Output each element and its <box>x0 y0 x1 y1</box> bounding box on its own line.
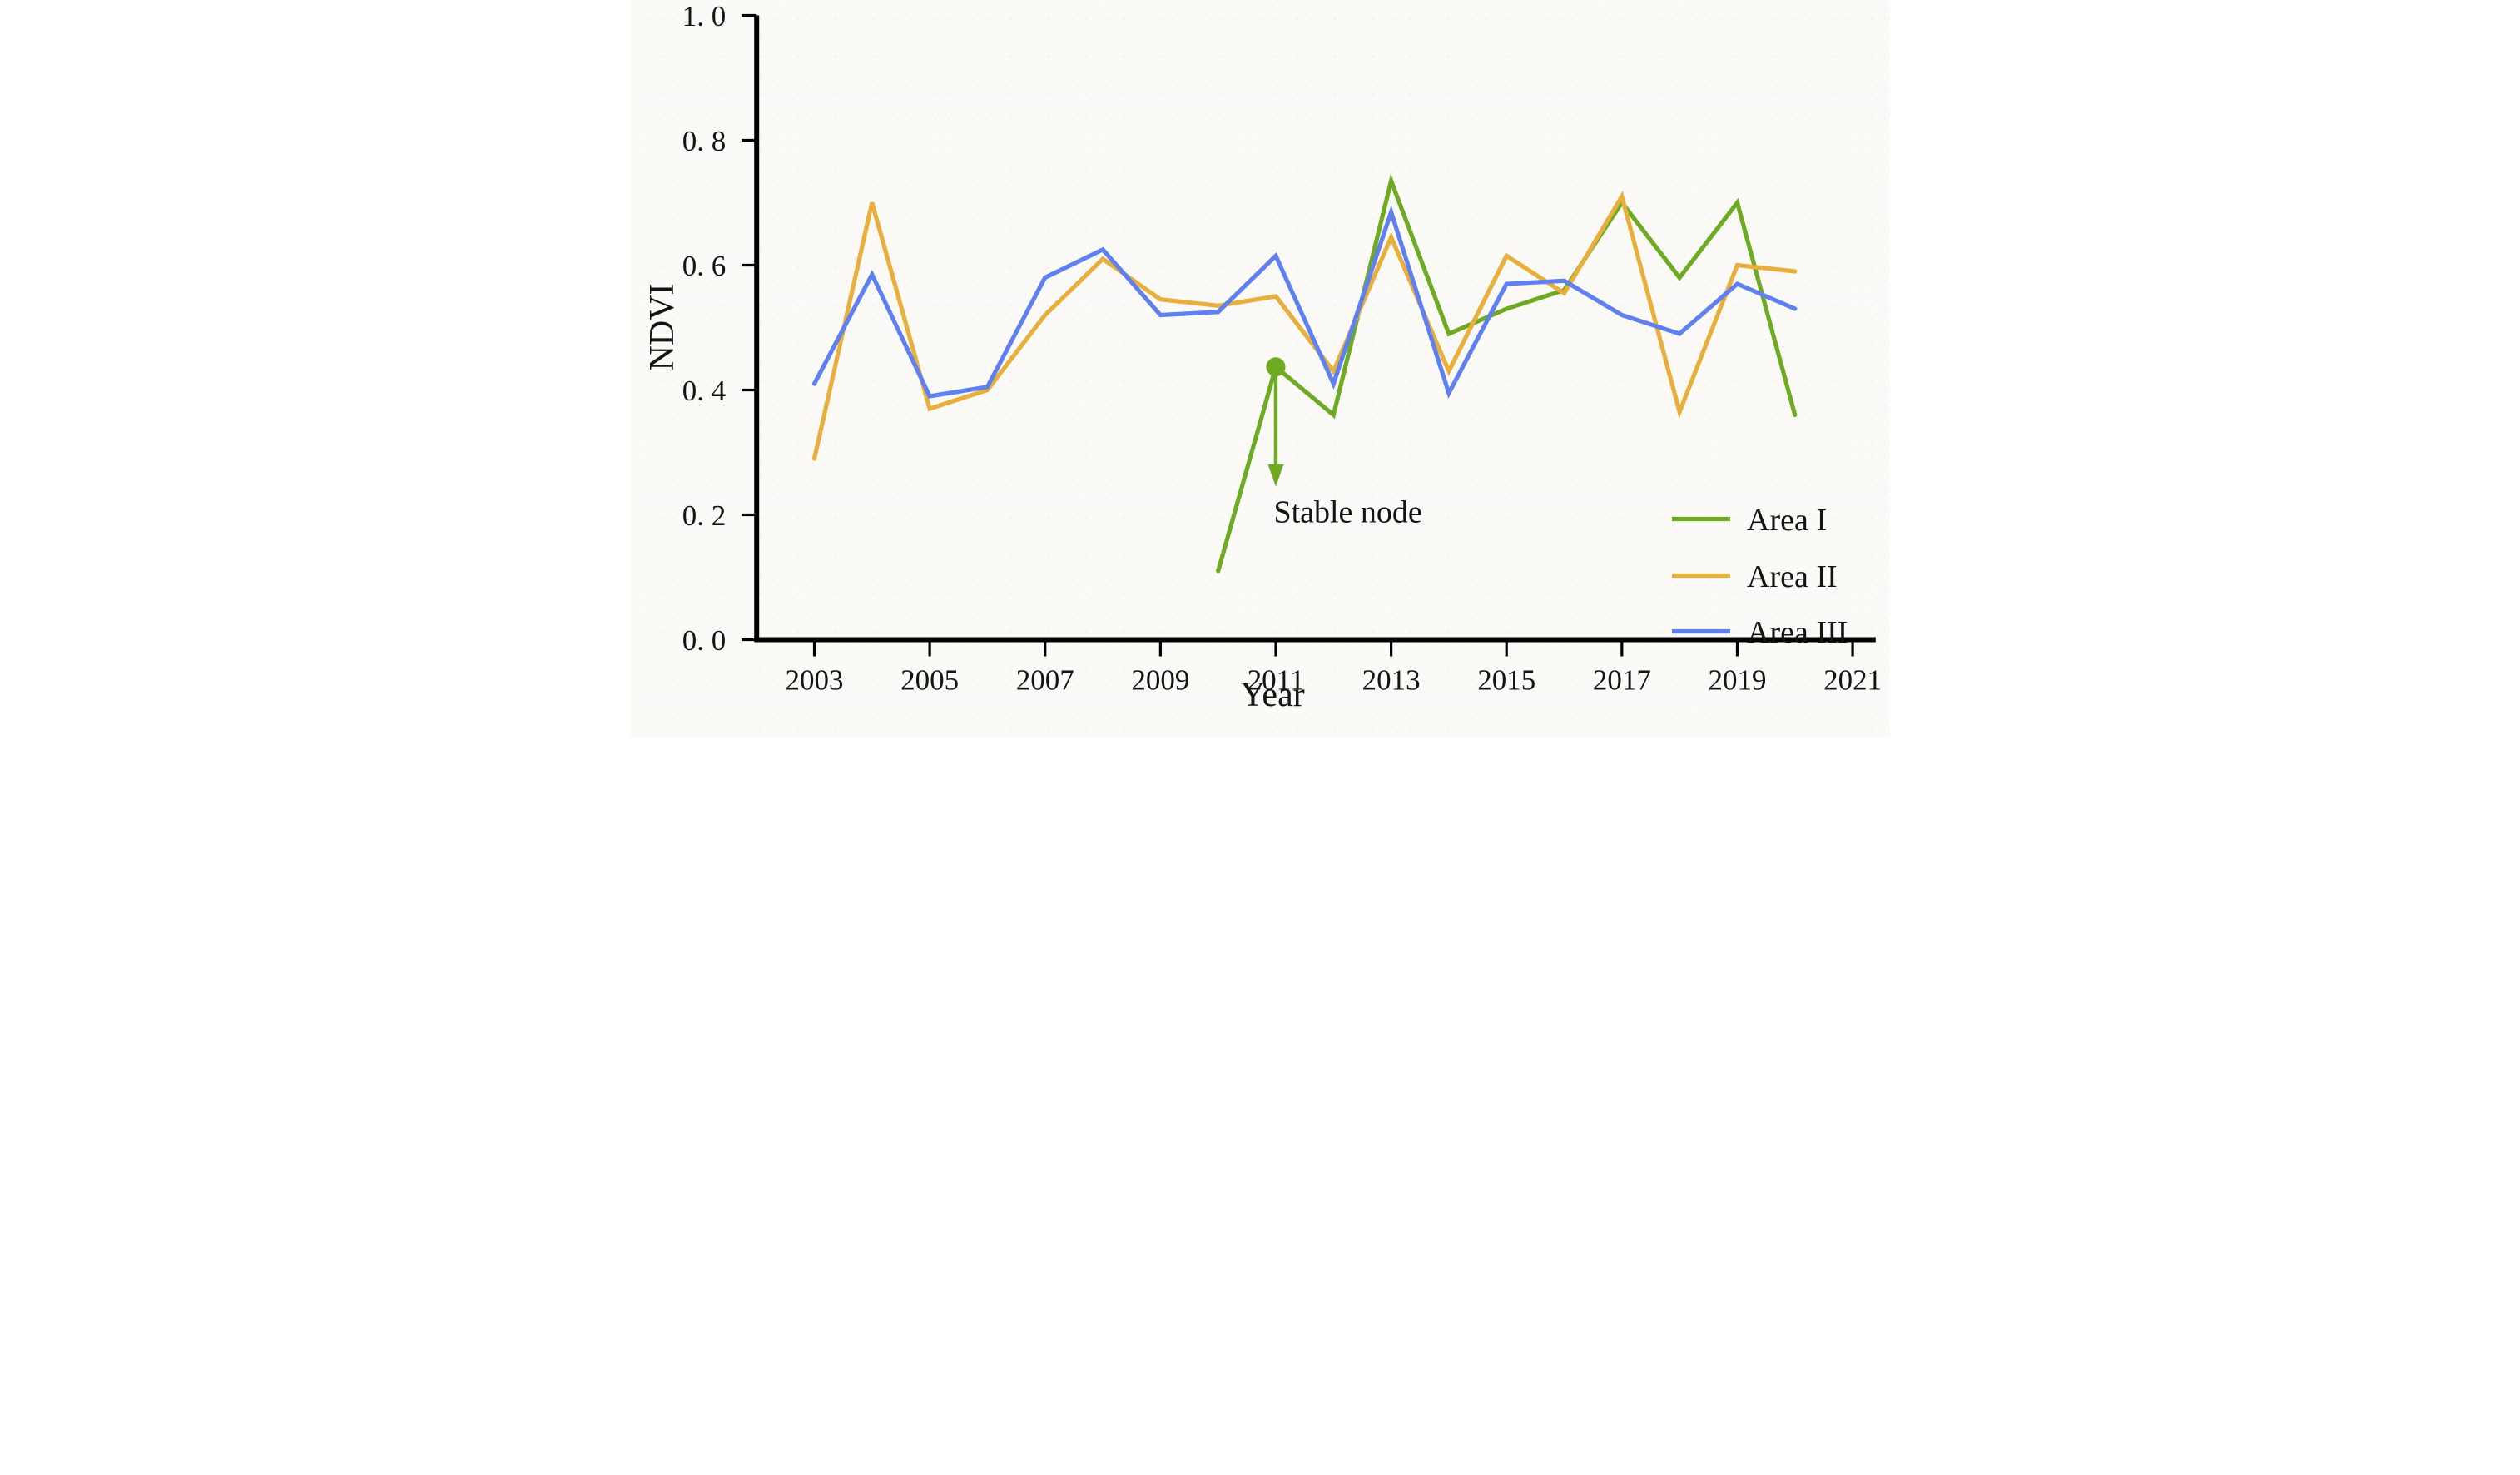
x-tick-label: 2013 <box>1362 664 1421 697</box>
x-tick-label: 2009 <box>1131 664 1189 697</box>
series-line-area-iii <box>811 205 1798 399</box>
series-line-area-ii <box>811 191 1798 461</box>
legend: Area I Area II Area III <box>1672 503 1848 650</box>
x-tick-label: 2019 <box>1708 664 1766 697</box>
x-tick-label: 2015 <box>1477 664 1535 697</box>
legend-item-area-ii: Area II <box>1672 559 1838 594</box>
stable-node-label: Stable node <box>1273 495 1421 530</box>
stable-node-dot <box>1266 357 1286 377</box>
axes-frame <box>754 15 1876 643</box>
x-tick-label: 2017 <box>1593 664 1651 697</box>
y-tick-label: 0. 2 <box>682 499 727 532</box>
stable-node-annotation: Stable node <box>1266 357 1422 530</box>
x-axis-title: Year <box>1240 676 1304 714</box>
y-tick-label: 1. 0 <box>682 0 727 32</box>
x-tick-label: 2021 <box>1823 664 1882 697</box>
legend-label-area-iii: Area III <box>1747 615 1848 650</box>
series-line-area-i <box>1216 173 1798 574</box>
legend-item-area-iii: Area III <box>1672 615 1848 650</box>
x-tick-label: 2003 <box>786 664 844 697</box>
y-tick-label: 0. 8 <box>682 125 727 157</box>
y-tick-label: 0. 6 <box>682 250 727 282</box>
y-tick-label: 0. 0 <box>682 624 727 657</box>
ndvi-trend-figure: 0. 0 0. 2 0. 4 0. 6 0. 8 1. 0 2003 2005 2007 2009… <box>630 0 1890 738</box>
stable-node-arrowhead <box>1267 464 1284 487</box>
x-tick-label: 2011 <box>1248 664 1305 697</box>
legend-label-area-i: Area I <box>1747 503 1827 538</box>
x-tick-label: 2005 <box>900 664 959 697</box>
y-tick-label: 0. 4 <box>682 375 727 407</box>
y-axis-title: NDVI <box>643 284 682 371</box>
x-tick-label: 2007 <box>1016 664 1074 697</box>
legend-label-area-ii: Area II <box>1747 559 1838 594</box>
ndvi-line-chart: 0. 0 0. 2 0. 4 0. 6 0. 8 1. 0 2003 2005 2007 2009… <box>643 0 1882 714</box>
legend-item-area-i: Area I <box>1672 503 1827 538</box>
